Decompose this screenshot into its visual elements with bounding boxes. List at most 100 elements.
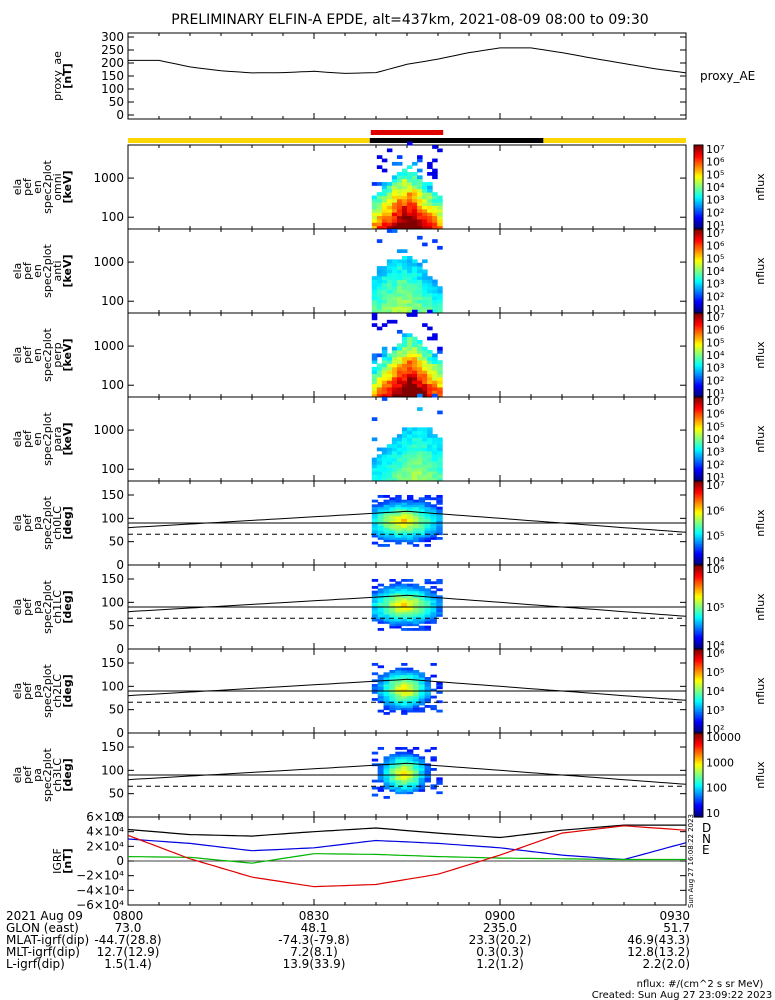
- ch0LC-spectrogram-cell: [377, 520, 385, 524]
- ch0LC-colorbar-cell: [694, 554, 703, 557]
- para-spectrogram-cell: [422, 447, 428, 452]
- para-spectrogram-cell: [437, 457, 443, 462]
- ch2LC-colorbar-cell: [694, 729, 703, 732]
- ch0LC-spectrogram-cell: [395, 497, 402, 501]
- anti-spectrogram-cell: [376, 292, 383, 297]
- ch3LC-ytick-label: 0: [116, 810, 124, 824]
- ch2LC-spectrogram-cell: [436, 686, 443, 690]
- omni-spectrogram-cell: [412, 175, 418, 180]
- ch2LC-spectrogram-cell: [412, 688, 420, 692]
- orbit-cell: 73.0: [115, 921, 142, 935]
- perp-spectrogram-cell: [422, 363, 428, 368]
- para-spectrogram-cell: [432, 454, 438, 458]
- ch3LC-spectrogram-cell: [371, 786, 379, 790]
- omni-spectrogram-cell: [396, 188, 403, 193]
- ch0LC-spectrogram-cell: [383, 499, 390, 503]
- perp-spectrogram-cell: [401, 387, 408, 391]
- omni-colorbar-cell: [694, 169, 703, 172]
- anti-spectrogram-cell: [427, 286, 433, 290]
- omni-spectrogram-cell: [417, 195, 423, 200]
- para-spectrogram-cell: [396, 457, 403, 462]
- omni-spectrogram-cell: [376, 222, 383, 227]
- para-spectrogram-cell: [412, 437, 418, 442]
- perp-spectrogram-cell: [422, 360, 428, 364]
- ch3LC-spectrogram-cell: [395, 777, 402, 781]
- ch2LC-spectrogram-cell: [395, 707, 402, 711]
- perp-spectrogram-cell: [386, 387, 393, 391]
- para-spectrogram-cell: [407, 477, 413, 482]
- ch1LC-spectrogram-cell: [401, 618, 408, 622]
- omni-spectrogram-cell: [401, 195, 408, 200]
- omni-spectrogram-cell: [407, 178, 413, 183]
- ch0LC-colorbar-cell: [694, 561, 703, 564]
- omni-colorbar-cell: [694, 178, 703, 181]
- ch2LC-ytick-label: 0: [116, 726, 124, 740]
- perp-spectrogram-cell: [422, 346, 428, 351]
- ch1LC-spectrogram-cell: [407, 614, 414, 617]
- ch0LC-spectrogram-cell: [389, 497, 396, 501]
- para-spectrogram-cell: [422, 457, 428, 462]
- ch3LC-spectrogram-cell: [407, 751, 414, 755]
- omni-spectrogram-cell: [412, 215, 418, 220]
- para-spectrogram-cell: [412, 457, 418, 462]
- ch3LC-colorbar-title: nflux: [754, 761, 767, 789]
- para-colorbar-label: 10³: [706, 446, 724, 459]
- ch3LC-spectrogram-cell: [412, 779, 420, 783]
- ch1LC-spectrogram-cell: [436, 611, 443, 615]
- ch1LC-spectrogram-cell: [401, 588, 408, 592]
- anti-spectrogram-cell: [412, 296, 418, 301]
- omni-ylabel-line: spec2plot: [41, 160, 54, 214]
- ch3LC-ytick-label: 100: [101, 763, 124, 777]
- ch2LC-spectrogram-cell: [389, 670, 396, 673]
- ch1LC-colorbar-cell: [694, 635, 703, 638]
- omni-spectrogram-cell: [407, 175, 413, 180]
- perp-spectrogram-cell: [396, 363, 403, 368]
- para-spectrogram-cell: [417, 467, 423, 472]
- perp-spectrogram-cell: [386, 363, 393, 368]
- ch0LC-spectrogram-cell: [395, 502, 402, 505]
- ch3LC-colorbar-cell: [694, 762, 703, 766]
- perp-colorbar-cell: [694, 339, 703, 342]
- perp-spectrogram-cell: [376, 383, 383, 388]
- ch0LC-spectrogram-cell: [430, 504, 437, 508]
- para-colorbar-cell: [694, 402, 703, 405]
- perp-spectrogram-cell: [386, 390, 393, 395]
- perp-spectrogram-cell: [412, 363, 418, 368]
- ch2LC-spectrogram-cell: [412, 702, 420, 706]
- omni-colorbar-cell: [694, 159, 703, 162]
- ch3LC-spectrogram-cell: [407, 768, 414, 771]
- ch0LC-colorbar-cell: [694, 502, 703, 505]
- ch3LC-spectrogram-cell: [383, 784, 390, 788]
- ch0LC-spectrogram-cell: [395, 518, 402, 522]
- ch1LC-spectrogram-cell: [383, 616, 390, 620]
- perp-ylabel-line: en: [31, 348, 44, 362]
- para-spectrogram-cell: [371, 471, 378, 475]
- ch3LC-spectrogram-cell: [377, 789, 385, 792]
- perp-spectrogram-cell: [412, 387, 418, 391]
- ch3LC-spectrogram-cell: [395, 761, 402, 764]
- omni-spectrogram-cell: [412, 222, 418, 227]
- perp-spectrogram-cell: [427, 360, 433, 364]
- ch3LC-spectrogram-cell: [436, 782, 443, 785]
- omni-spectrogram-cell: [407, 215, 413, 220]
- omni-spectrogram-cell: [391, 222, 398, 227]
- anti-spectrogram-cell: [371, 296, 378, 301]
- anti-colorbar-cell: [694, 285, 703, 288]
- day-segment: [543, 138, 686, 143]
- para-spectrogram-cell: [371, 457, 378, 462]
- omni-colorbar-cell: [694, 145, 703, 148]
- para-spectrogram-cell: [401, 440, 408, 445]
- ch1LC-ylabel-line: ela: [11, 599, 24, 616]
- ch0LC-spectrogram-cell: [430, 516, 437, 519]
- perp-spectrogram-cell: [412, 353, 418, 358]
- ch0LC-spectrogram-cell: [377, 537, 385, 540]
- para-spectrogram-cell: [437, 437, 443, 442]
- omni-spectrogram-cell: [422, 198, 428, 203]
- para-spectrogram-cell: [396, 460, 403, 465]
- para-spectrogram-cell: [427, 467, 433, 472]
- para-spectrogram-cell: [381, 397, 388, 401]
- ch0LC-spectrogram-cell: [383, 530, 390, 533]
- anti-spectrogram-cell: [437, 309, 443, 314]
- omni-ylabel-line: omni: [51, 173, 64, 200]
- omni-spectrogram-cell: [376, 225, 383, 230]
